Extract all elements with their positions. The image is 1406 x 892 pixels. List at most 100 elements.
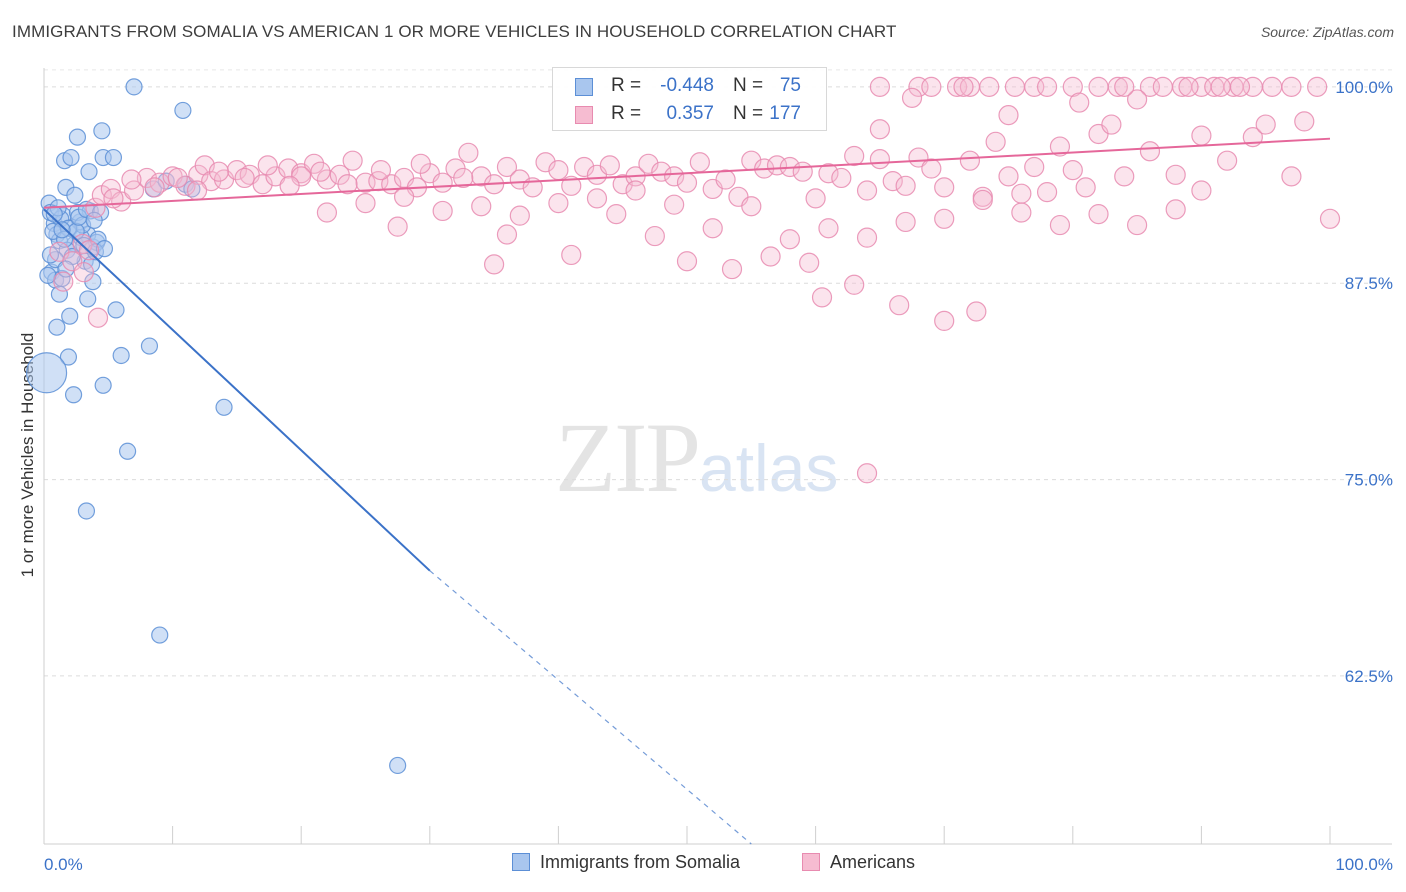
americans-point — [638, 153, 659, 174]
somalia-trend-extension — [429, 570, 752, 845]
americans-point — [303, 153, 325, 174]
legend-r-label: R = — [611, 75, 642, 96]
americans-point — [1049, 214, 1071, 236]
y-tick-label: 87.5% — [1345, 274, 1393, 293]
legend-n-value: 75 — [779, 75, 801, 96]
americans-point — [1024, 156, 1045, 178]
americans-point — [186, 180, 208, 201]
americans-point — [998, 105, 1019, 126]
americans-point — [310, 161, 331, 182]
somalia-point — [77, 502, 96, 520]
somalia-point — [215, 398, 233, 416]
legend-row-americans: R = 0.357 N = 177 — [553, 102, 826, 128]
americans-point — [586, 188, 608, 209]
americans-point — [1075, 177, 1096, 198]
americans-point — [355, 172, 376, 193]
americans-point — [121, 169, 142, 190]
legend-r-value: 0.357 — [666, 103, 714, 124]
americans-point — [901, 87, 923, 108]
bottom-legend-americans: Americans — [802, 852, 915, 873]
americans-point — [644, 225, 665, 247]
somalia-point — [140, 337, 159, 355]
americans-point — [393, 186, 415, 207]
americans-point — [484, 254, 505, 275]
americans-point — [895, 211, 916, 233]
americans-point — [606, 203, 627, 225]
americans-point — [831, 167, 852, 189]
americans-point — [496, 224, 518, 245]
americans-point — [1126, 214, 1148, 236]
legend-swatch-pink — [575, 106, 593, 124]
legend-n-label: N = — [733, 75, 764, 96]
somalia-point — [95, 240, 114, 258]
americans-point — [1229, 76, 1251, 97]
americans-point — [844, 145, 865, 167]
americans-point — [257, 155, 278, 176]
americans-point — [741, 196, 762, 217]
americans-point — [869, 119, 891, 140]
americans-point — [509, 205, 530, 226]
americans-point — [1281, 76, 1302, 97]
chart-title: IMMIGRANTS FROM SOMALIA VS AMERICAN 1 OR… — [12, 22, 897, 41]
americans-point — [1088, 76, 1109, 97]
americans-point — [144, 177, 165, 198]
watermark-atlas: atlas — [699, 431, 839, 505]
americans-point — [316, 169, 338, 190]
americans-point — [1069, 92, 1090, 113]
somalia-point — [125, 78, 143, 96]
americans-point — [509, 169, 530, 190]
americans-point — [234, 167, 255, 189]
somalia-point — [94, 376, 112, 394]
americans-point — [934, 177, 955, 198]
americans-point — [548, 160, 569, 181]
americans-point — [410, 153, 431, 174]
legend-r-label: R = — [611, 103, 642, 124]
americans-point — [966, 301, 987, 322]
americans-point — [1114, 76, 1135, 97]
watermark: ZIPatlas — [555, 400, 838, 515]
americans-point — [625, 180, 646, 201]
americans-point — [1191, 180, 1212, 201]
americans-point — [985, 131, 1006, 152]
bottom-legend-swatch-blue — [512, 853, 530, 871]
americans-point — [316, 202, 338, 223]
americans-point — [651, 161, 672, 182]
americans-point — [895, 175, 916, 196]
somalia-point — [389, 756, 407, 775]
americans-point — [471, 166, 492, 187]
somalia-point — [45, 205, 63, 223]
americans-point — [818, 163, 839, 184]
americans-point — [1210, 76, 1231, 97]
americans-point — [1307, 76, 1328, 97]
americans-point — [599, 155, 620, 176]
americans-point — [676, 251, 698, 272]
americans-point — [208, 161, 229, 182]
americans-point — [53, 271, 74, 292]
americans-point — [882, 171, 903, 192]
americans-point — [779, 229, 800, 250]
americans-point — [387, 216, 408, 237]
americans-point — [1114, 166, 1135, 187]
americans-point — [664, 194, 685, 215]
somalia-trend-line — [43, 208, 431, 572]
americans-point — [87, 307, 109, 328]
americans-point — [1088, 203, 1109, 225]
somalia-point — [79, 290, 97, 308]
y-tick-label: 100.0% — [1335, 78, 1393, 97]
americans-point — [1217, 150, 1238, 171]
americans-point — [85, 197, 106, 218]
legend-swatch-blue — [575, 78, 593, 96]
americans-point — [1165, 199, 1186, 220]
somalia-point — [151, 626, 169, 644]
americans-point — [799, 252, 820, 273]
legend-n-label: N = — [733, 103, 764, 124]
somalia-point — [62, 148, 80, 167]
americans-point — [979, 76, 1000, 97]
americans-point — [869, 76, 891, 97]
somalia-point — [66, 186, 84, 204]
americans-point — [1126, 89, 1148, 110]
americans-point — [548, 192, 569, 214]
americans-point — [453, 167, 474, 189]
americans-point — [921, 76, 942, 97]
somalia-point — [112, 346, 130, 365]
